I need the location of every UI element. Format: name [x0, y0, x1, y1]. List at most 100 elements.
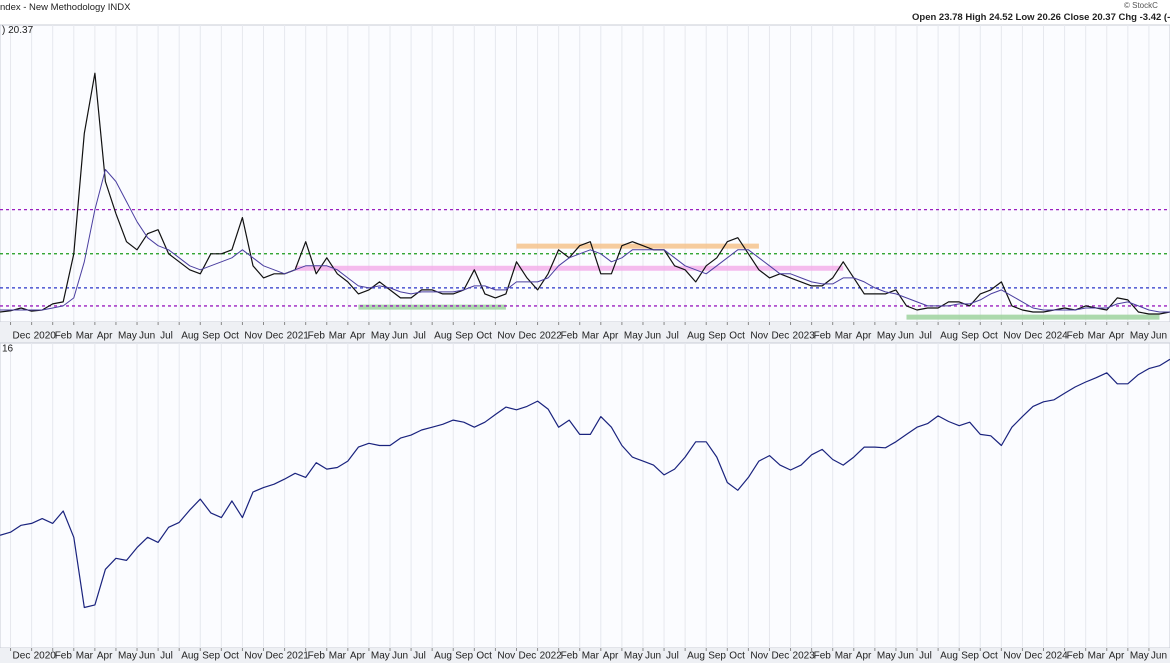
- x-tick-label: Sep: [961, 331, 979, 342]
- x-tick-label: May: [371, 651, 390, 662]
- x-tick-label: Feb: [55, 331, 73, 342]
- x-tick-label: May: [371, 331, 390, 342]
- x-tick-label: Aug: [434, 331, 452, 342]
- x-tick-label: May: [624, 651, 643, 662]
- x-tick-label: Feb: [814, 331, 832, 342]
- x-tick-label: Dec: [518, 651, 536, 662]
- x-tick-label: Jun: [898, 331, 914, 342]
- x-tick-label: Mar: [1088, 651, 1106, 662]
- x-tick-label: Feb: [308, 651, 326, 662]
- x-tick-label: Sep: [202, 331, 220, 342]
- quote-tail: (-: [1163, 12, 1170, 23]
- x-tick-label: Nov: [244, 331, 262, 342]
- x-tick-label: Oct: [476, 651, 492, 662]
- x-tick-label: Jun: [392, 331, 408, 342]
- x-tick-label: Mar: [329, 331, 347, 342]
- x-tick-label: 2020: [34, 651, 57, 662]
- x-tick-label: Jul: [413, 651, 426, 662]
- x-tick-label: May: [118, 651, 137, 662]
- x-tick-label: Nov: [1003, 651, 1021, 662]
- x-tick-label: Jul: [413, 331, 426, 342]
- x-tick-label: Mar: [1088, 331, 1106, 342]
- x-tick-label: Mar: [329, 651, 347, 662]
- x-tick-label: 2021: [287, 331, 310, 342]
- x-tick-label: Oct: [982, 331, 998, 342]
- x-tick-label: 2021: [287, 651, 310, 662]
- pane-label: 16: [2, 344, 14, 355]
- axis-strip: [0, 322, 1170, 343]
- pane-background: [0, 342, 1170, 649]
- x-tick-label: Apr: [856, 651, 872, 662]
- x-tick-label: Nov: [750, 651, 768, 662]
- x-tick-label: 2022: [540, 331, 563, 342]
- x-tick-label: Apr: [603, 331, 619, 342]
- x-tick-label: Jul: [160, 651, 173, 662]
- quote-value: 24.52: [989, 12, 1013, 23]
- x-tick-label: Aug: [687, 651, 705, 662]
- x-tick-label: Feb: [561, 331, 579, 342]
- x-tick-label: Apr: [1109, 331, 1125, 342]
- quote-label: High: [965, 12, 987, 23]
- x-tick-label: Jun: [898, 651, 914, 662]
- x-tick-label: Apr: [350, 651, 366, 662]
- quote-label: Close: [1063, 12, 1090, 23]
- x-tick-label: Dec: [1024, 651, 1042, 662]
- x-tick-label: Aug: [434, 651, 452, 662]
- x-tick-label: Sep: [708, 651, 726, 662]
- x-tick-label: 2020: [34, 331, 57, 342]
- x-tick-label: Jul: [666, 331, 679, 342]
- series-line: [0, 169, 1170, 313]
- x-tick-label: Feb: [55, 651, 73, 662]
- quote-label: Low: [1015, 12, 1035, 23]
- x-tick-label: 2023: [793, 331, 816, 342]
- x-tick-label: Jun: [1151, 331, 1167, 342]
- x-tick-label: Oct: [476, 331, 492, 342]
- x-tick-label: Jul: [160, 331, 173, 342]
- quote-label: Open: [912, 12, 937, 23]
- x-tick-label: Dec: [266, 651, 284, 662]
- quote-value: 23.78: [938, 12, 963, 23]
- x-tick-label: Nov: [750, 331, 768, 342]
- x-tick-label: Feb: [1067, 331, 1085, 342]
- x-tick-label: Apr: [97, 651, 113, 662]
- x-tick-label: Apr: [603, 651, 619, 662]
- x-tick-label: Feb: [308, 331, 326, 342]
- x-tick-label: Nov: [497, 331, 515, 342]
- pane-label-value: 20.37: [8, 25, 33, 36]
- series-line: [0, 358, 1170, 609]
- x-tick-label: Aug: [940, 651, 958, 662]
- x-tick-label: Aug: [687, 331, 705, 342]
- x-tick-label: May: [877, 331, 896, 342]
- x-tick-label: Sep: [708, 331, 726, 342]
- x-tick-label: Mar: [582, 651, 600, 662]
- x-tick-label: Nov: [497, 651, 515, 662]
- x-tick-label: Jun: [392, 651, 408, 662]
- x-tick-label: Aug: [181, 651, 199, 662]
- x-tick-label: Apr: [1109, 651, 1125, 662]
- copyright: © StockC: [1124, 1, 1158, 10]
- x-tick-label: Dec: [13, 651, 31, 662]
- x-tick-label: 2023: [793, 651, 816, 662]
- quote-line: Open 23.78 High 24.52 Low 20.26 Close 20…: [912, 12, 1170, 23]
- x-tick-label: Mar: [835, 651, 853, 662]
- x-tick-label: Aug: [181, 331, 199, 342]
- x-tick-label: Dec: [266, 331, 284, 342]
- quote-label: Chg: [1118, 12, 1137, 23]
- x-tick-label: Mar: [582, 331, 600, 342]
- x-tick-label: May: [118, 331, 137, 342]
- axis-strip: [0, 648, 1170, 663]
- x-tick-label: Feb: [1067, 651, 1085, 662]
- x-tick-label: May: [1130, 651, 1149, 662]
- series-line: [0, 72, 1170, 315]
- x-tick-label: Dec: [771, 331, 789, 342]
- x-tick-label: Mar: [835, 331, 853, 342]
- quote-value: 20.26: [1037, 12, 1061, 23]
- x-tick-label: Dec: [771, 651, 789, 662]
- x-tick-label: May: [1130, 331, 1149, 342]
- x-tick-label: Jul: [919, 331, 932, 342]
- x-tick-label: May: [877, 651, 896, 662]
- x-tick-label: Sep: [961, 651, 979, 662]
- quote-value: -3.42: [1139, 12, 1162, 23]
